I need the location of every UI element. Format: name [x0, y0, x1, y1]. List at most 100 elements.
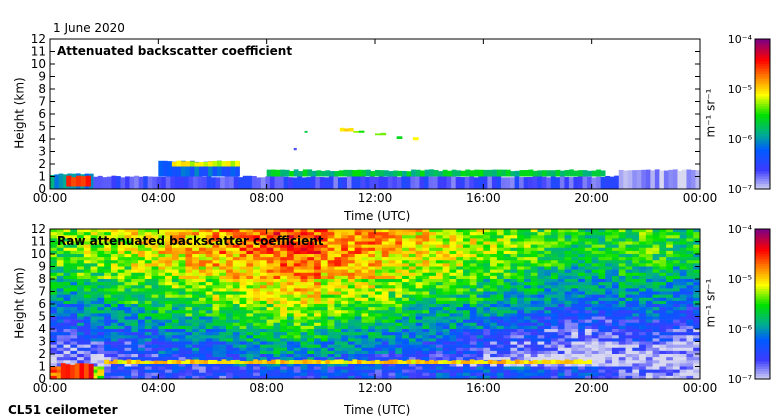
heatmap-cell	[219, 229, 227, 233]
heatmap-cell	[212, 285, 220, 289]
heatmap-feature	[304, 130, 308, 133]
heatmap-cell	[165, 254, 173, 258]
heatmap-cell	[652, 250, 660, 255]
heatmap-cell	[442, 304, 450, 308]
heatmap-cell	[273, 254, 281, 258]
heatmap-cell	[639, 260, 647, 264]
heatmap-cell	[273, 325, 281, 330]
heatmap-cell	[449, 232, 457, 236]
heatmap-cell	[110, 282, 119, 286]
heatmap-cell	[503, 363, 511, 367]
heatmap-cell	[70, 294, 78, 299]
heatmap-cell	[185, 300, 193, 305]
heatmap-cell	[314, 316, 322, 320]
heatmap-cell	[456, 366, 464, 370]
heatmap-cell	[530, 369, 538, 374]
heatmap-cell	[530, 304, 538, 308]
heatmap-cell	[259, 329, 267, 333]
heatmap-cell	[124, 354, 132, 358]
heatmap-feature	[206, 175, 212, 189]
heatmap-cell	[192, 366, 200, 370]
heatmap-cell	[212, 357, 220, 361]
heatmap-cell	[388, 347, 396, 352]
heatmap-cell	[659, 269, 667, 274]
heatmap-cell	[517, 275, 525, 280]
heatmap-cell	[591, 366, 599, 370]
heatmap-cell	[192, 266, 200, 270]
heatmap-cell	[124, 366, 132, 370]
heatmap-cell	[442, 366, 450, 370]
heatmap-cell	[645, 360, 653, 364]
heatmap-cell	[395, 354, 403, 358]
heatmap-cell	[476, 341, 484, 345]
heatmap-cell	[693, 235, 701, 239]
heatmap-cell	[679, 235, 687, 239]
heatmap-cell	[557, 350, 565, 355]
heatmap-cell	[205, 338, 213, 342]
heatmap-cell	[212, 325, 220, 330]
heatmap-cell	[50, 304, 58, 308]
heatmap-cell	[300, 266, 308, 270]
heatmap-cell	[293, 316, 301, 320]
heatmap-cell	[56, 341, 64, 345]
heatmap-cell	[131, 332, 139, 336]
heatmap-cell	[584, 279, 592, 283]
heatmap-cell	[408, 335, 416, 339]
heatmap-cell	[354, 250, 362, 255]
heatmap-cell	[280, 279, 288, 283]
heatmap-cell	[584, 297, 592, 302]
heatmap-cell	[320, 263, 328, 267]
heatmap-cell	[652, 369, 660, 374]
heatmap-cell	[97, 322, 105, 327]
heatmap-cell	[144, 310, 152, 314]
heatmap-cell	[483, 266, 491, 270]
heatmap-cell	[300, 325, 308, 330]
heatmap-cell	[686, 344, 694, 349]
heatmap-cell	[584, 254, 592, 258]
heatmap-cell	[226, 235, 234, 239]
heatmap-cell	[56, 310, 64, 314]
heatmap-cell	[226, 266, 234, 270]
heatmap-cell	[415, 307, 423, 311]
heatmap-cell	[286, 325, 295, 330]
heatmap-cell	[185, 319, 193, 324]
heatmap-cell	[97, 244, 105, 249]
heatmap-cell	[598, 338, 606, 342]
heatmap-cell	[463, 341, 471, 345]
heatmap-cell	[584, 354, 592, 358]
heatmap-cell	[564, 363, 572, 367]
heatmap-cell	[388, 279, 396, 283]
heatmap-feature	[229, 176, 235, 189]
heatmap-cell	[124, 235, 132, 239]
heatmap-cell	[117, 319, 125, 324]
heatmap-cell	[469, 250, 477, 255]
heatmap-cell	[70, 250, 78, 255]
heatmap-cell	[456, 269, 464, 274]
heatmap-cell	[219, 238, 227, 242]
colorbar-tick-label: 10⁻⁵	[728, 83, 752, 96]
heatmap-cell	[449, 282, 457, 286]
heatmap-cell	[347, 254, 355, 258]
heatmap-cell	[483, 291, 491, 295]
heatmap-cell	[334, 279, 342, 283]
heatmap-cell	[605, 316, 613, 320]
heatmap-cell	[300, 341, 308, 345]
heatmap-cell	[205, 272, 213, 277]
heatmap-cell	[158, 254, 166, 258]
heatmap-cell	[686, 304, 694, 308]
heatmap-cell	[151, 279, 159, 283]
heatmap-cell	[286, 375, 295, 380]
heatmap-cell	[341, 254, 349, 258]
heatmap-cell	[679, 372, 687, 377]
heatmap-cell	[598, 369, 606, 374]
heatmap-cell	[422, 310, 430, 314]
heatmap-feature	[437, 176, 443, 189]
heatmap-cell	[124, 238, 132, 242]
heatmap-cell	[151, 322, 159, 327]
heatmap-cell	[212, 350, 220, 355]
heatmap-cell	[198, 297, 207, 302]
heatmap-cell	[300, 369, 308, 374]
heatmap-cell	[686, 269, 694, 274]
heatmap-cell	[544, 238, 552, 242]
heatmap-feature	[271, 169, 276, 177]
